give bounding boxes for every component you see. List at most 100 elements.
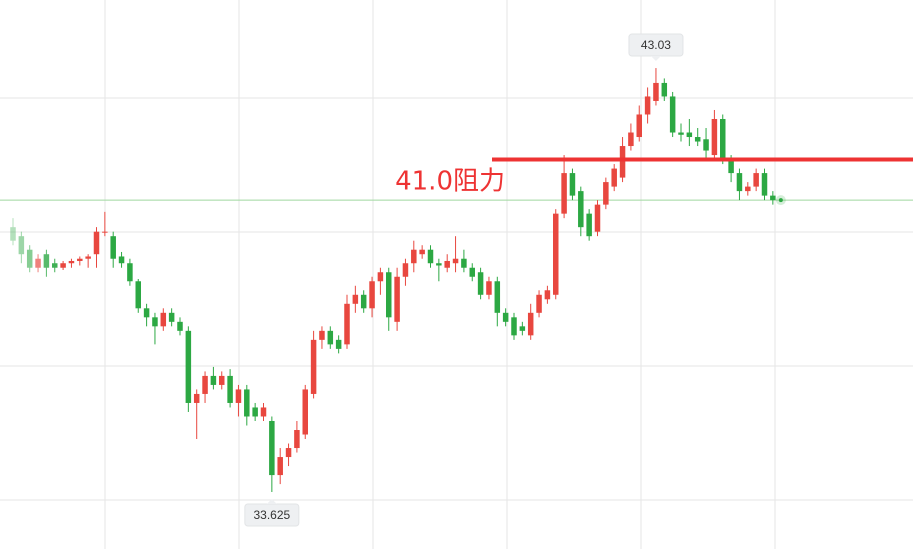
candle bbox=[143, 303, 150, 327]
candle bbox=[160, 308, 167, 331]
candle bbox=[527, 303, 534, 340]
candle-body bbox=[344, 303, 350, 345]
candle-body bbox=[636, 114, 642, 138]
candle-body bbox=[745, 186, 751, 192]
candle bbox=[93, 227, 100, 268]
candle bbox=[544, 285, 551, 304]
candle bbox=[118, 251, 125, 268]
candle bbox=[127, 258, 133, 286]
candle-body bbox=[561, 173, 567, 214]
candle-body bbox=[578, 191, 584, 228]
candle bbox=[110, 231, 116, 268]
candle bbox=[344, 294, 350, 349]
candle-body bbox=[694, 137, 701, 142]
candle bbox=[419, 245, 425, 259]
candle bbox=[736, 168, 743, 201]
last-price-dot bbox=[778, 198, 783, 203]
candle bbox=[85, 254, 91, 268]
candle-body bbox=[77, 258, 83, 261]
candle bbox=[177, 317, 183, 336]
candle-body bbox=[118, 256, 125, 264]
candle bbox=[745, 182, 751, 196]
candle bbox=[502, 308, 509, 327]
candle-body bbox=[202, 375, 208, 394]
candle-body bbox=[770, 195, 776, 201]
candle bbox=[60, 260, 66, 270]
candle-body bbox=[152, 317, 158, 327]
candle bbox=[628, 123, 634, 151]
candle-body bbox=[394, 276, 400, 322]
resistance-label: 41.0阻力 bbox=[395, 167, 505, 197]
candle bbox=[678, 123, 684, 142]
candle-body bbox=[143, 308, 150, 318]
candle bbox=[202, 371, 208, 403]
candle bbox=[277, 448, 283, 485]
candle-body bbox=[135, 281, 141, 309]
candle-body bbox=[686, 132, 693, 138]
candle bbox=[444, 254, 450, 273]
candle-body bbox=[294, 430, 300, 449]
candle bbox=[52, 258, 58, 273]
candle bbox=[761, 168, 768, 201]
candle-body bbox=[720, 118, 726, 160]
candle-body bbox=[185, 330, 192, 403]
candle-body bbox=[669, 96, 676, 133]
candle bbox=[294, 420, 300, 453]
candle bbox=[227, 369, 233, 408]
candle-body bbox=[527, 312, 534, 336]
candle-body bbox=[35, 258, 41, 268]
candle-body bbox=[594, 204, 601, 232]
price-tag-pointer bbox=[650, 56, 661, 62]
candle bbox=[77, 256, 83, 266]
candle bbox=[260, 402, 267, 421]
candle-body bbox=[68, 260, 75, 264]
candle bbox=[477, 267, 484, 300]
candle bbox=[319, 326, 325, 349]
candle-body bbox=[402, 263, 409, 277]
candle bbox=[653, 68, 659, 106]
candle-body bbox=[761, 173, 768, 196]
candle-body bbox=[619, 146, 626, 178]
candle-body bbox=[360, 294, 367, 309]
candle bbox=[219, 371, 225, 390]
candle-body bbox=[436, 263, 442, 266]
candle-body bbox=[544, 290, 551, 300]
candle-body bbox=[269, 420, 275, 476]
candle-body bbox=[569, 173, 576, 196]
price-tag-pointer bbox=[266, 498, 277, 504]
candle bbox=[644, 87, 651, 124]
candle-body bbox=[277, 457, 283, 476]
candle bbox=[68, 258, 75, 268]
candle-body bbox=[628, 132, 634, 147]
candle bbox=[193, 389, 200, 440]
candle bbox=[703, 128, 709, 160]
candle bbox=[669, 91, 676, 138]
candle-body bbox=[419, 249, 425, 255]
candle bbox=[452, 236, 459, 273]
candle-body bbox=[586, 213, 592, 237]
candle-body bbox=[285, 448, 292, 458]
candle bbox=[411, 240, 417, 273]
candle bbox=[770, 191, 776, 205]
candle-body bbox=[519, 326, 526, 331]
candle-body bbox=[753, 173, 759, 187]
candle bbox=[168, 308, 175, 327]
candle bbox=[469, 263, 475, 282]
candle bbox=[636, 105, 642, 142]
candle-body bbox=[452, 258, 459, 264]
candle-body bbox=[736, 173, 743, 192]
candle bbox=[102, 211, 108, 237]
candle-body bbox=[386, 272, 392, 318]
candle bbox=[603, 177, 609, 210]
price-tag: 33.625 bbox=[253, 508, 290, 522]
candle bbox=[586, 209, 592, 241]
candle-body bbox=[110, 236, 116, 259]
candle bbox=[185, 326, 192, 412]
candle-body bbox=[10, 227, 16, 241]
candle-body bbox=[494, 281, 501, 313]
candle-body bbox=[377, 272, 384, 282]
candle-body bbox=[177, 321, 183, 331]
candle-body bbox=[644, 96, 651, 115]
candle-body bbox=[93, 231, 100, 255]
candle bbox=[244, 384, 250, 426]
